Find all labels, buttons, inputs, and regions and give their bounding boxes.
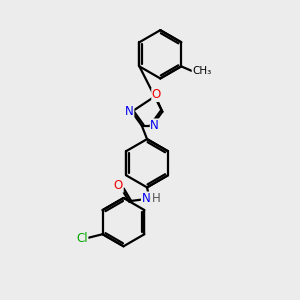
Text: Cl: Cl <box>76 232 88 245</box>
Text: N: N <box>125 105 134 118</box>
Text: O: O <box>114 179 123 192</box>
Text: CH₃: CH₃ <box>192 66 212 76</box>
Text: N: N <box>142 192 150 205</box>
Text: N: N <box>150 119 159 132</box>
Text: O: O <box>152 88 161 101</box>
Text: H: H <box>152 192 160 205</box>
